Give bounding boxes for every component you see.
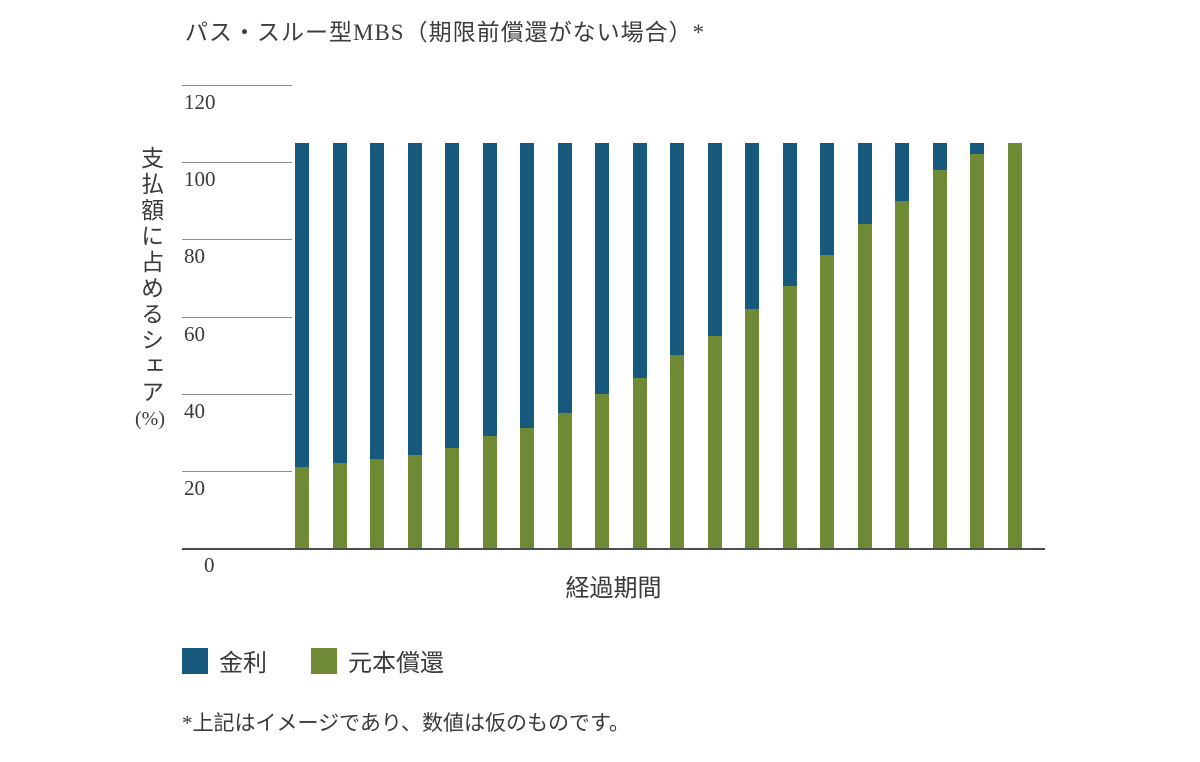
- bar-segment-principal: [670, 355, 684, 548]
- legend-item: 金利: [182, 643, 267, 678]
- bar-segment-principal: [557, 412, 572, 548]
- y-tick-line: [182, 85, 292, 86]
- bar-segment-interest: [332, 142, 347, 464]
- y-tick-line: [182, 470, 292, 472]
- bar-segment-principal: [820, 254, 834, 548]
- y-tick-label: 0: [204, 553, 215, 577]
- bar: [745, 142, 759, 548]
- y-tick-line: [182, 393, 292, 395]
- bar: [407, 142, 422, 548]
- bar-segment-interest: [970, 142, 984, 155]
- bar-segment-principal: [745, 308, 759, 548]
- y-axis-label-unit: (%): [135, 408, 165, 430]
- bar-segment-principal: [782, 285, 797, 548]
- bar-segment-interest: [707, 142, 722, 336]
- bar-segment-principal: [520, 428, 534, 548]
- bar-segment-principal: [895, 200, 909, 548]
- legend: 金利 元本償還: [182, 643, 444, 678]
- bar: [857, 142, 872, 548]
- bar-segment-interest: [295, 142, 309, 467]
- plot-area: 120 100 80 60 40 20 0: [182, 85, 1045, 577]
- y-tick-line: [182, 239, 292, 241]
- y-axis-label: 支払額に占めるシェア (%): [128, 146, 172, 431]
- y-tick-label: 120: [184, 90, 216, 114]
- bar-segment-principal: [595, 393, 609, 548]
- bar-segment-principal: [632, 378, 647, 548]
- bar-segment-principal: [445, 447, 459, 548]
- bar: [482, 142, 497, 548]
- bar-segment-interest: [557, 142, 572, 413]
- legend-label: 元本償還: [348, 651, 444, 677]
- bar-segment-principal: [482, 436, 497, 548]
- legend-swatch: [311, 647, 337, 674]
- y-tick-label: 40: [184, 398, 205, 423]
- bar-segment-principal: [370, 459, 384, 548]
- bar-segment-principal: [857, 223, 872, 548]
- bar: [820, 142, 834, 548]
- footnote: *上記はイメージであり、数値は仮のものです。: [182, 711, 630, 735]
- bar-segment-principal: [332, 463, 347, 548]
- bar-segment-principal: [407, 455, 422, 548]
- y-tick-label: 100: [184, 167, 216, 192]
- bar-segment-interest: [632, 142, 647, 379]
- bar: [557, 142, 572, 548]
- bar-segment-interest: [595, 142, 609, 394]
- bar-segment-interest: [370, 142, 384, 460]
- bar: [670, 142, 684, 548]
- bar-segment-principal: [707, 335, 722, 548]
- bar: [707, 142, 722, 548]
- legend-label: 金利: [219, 651, 267, 677]
- bars-region: [295, 85, 1045, 548]
- bar-segment-principal: [1007, 142, 1022, 548]
- bar: [595, 142, 609, 548]
- bar-segment-interest: [857, 142, 872, 224]
- bar-segment-interest: [482, 142, 497, 437]
- x-axis-label: 経過期間: [565, 576, 662, 602]
- bar-segment-principal: [295, 466, 309, 548]
- bar: [370, 142, 384, 548]
- bar-segment-interest: [745, 142, 759, 309]
- bar-segment-interest: [782, 142, 797, 286]
- y-tick-label: 80: [184, 244, 205, 269]
- y-tick-label: 60: [184, 321, 205, 346]
- y-axis-label-text: 支払額に占めるシェア: [137, 146, 163, 406]
- bar: [970, 142, 984, 548]
- bar-segment-principal: [932, 169, 947, 548]
- bar-segment-interest: [895, 142, 909, 201]
- chart-title: パス・スルー型MBS（期限前償還がない場合）*: [185, 20, 706, 45]
- bar: [520, 142, 534, 548]
- y-tick-line: [182, 162, 292, 164]
- bar: [295, 142, 309, 548]
- bar-segment-interest: [820, 142, 834, 255]
- y-tick-line: [182, 316, 292, 318]
- bar-segment-interest: [407, 142, 422, 456]
- legend-item: 元本償還: [311, 643, 444, 678]
- y-tick-label: 20: [184, 475, 205, 500]
- bar: [782, 142, 797, 548]
- bar: [932, 142, 947, 548]
- bar: [632, 142, 647, 548]
- bar-segment-interest: [932, 142, 947, 170]
- bar-segment-interest: [445, 142, 459, 448]
- bar: [895, 142, 909, 548]
- bar-segment-interest: [670, 142, 684, 356]
- bar-segment-interest: [520, 142, 534, 429]
- bar: [332, 142, 347, 548]
- legend-swatch: [182, 647, 208, 674]
- bar: [1007, 142, 1022, 548]
- bar-segment-principal: [970, 154, 984, 548]
- bar: [445, 142, 459, 548]
